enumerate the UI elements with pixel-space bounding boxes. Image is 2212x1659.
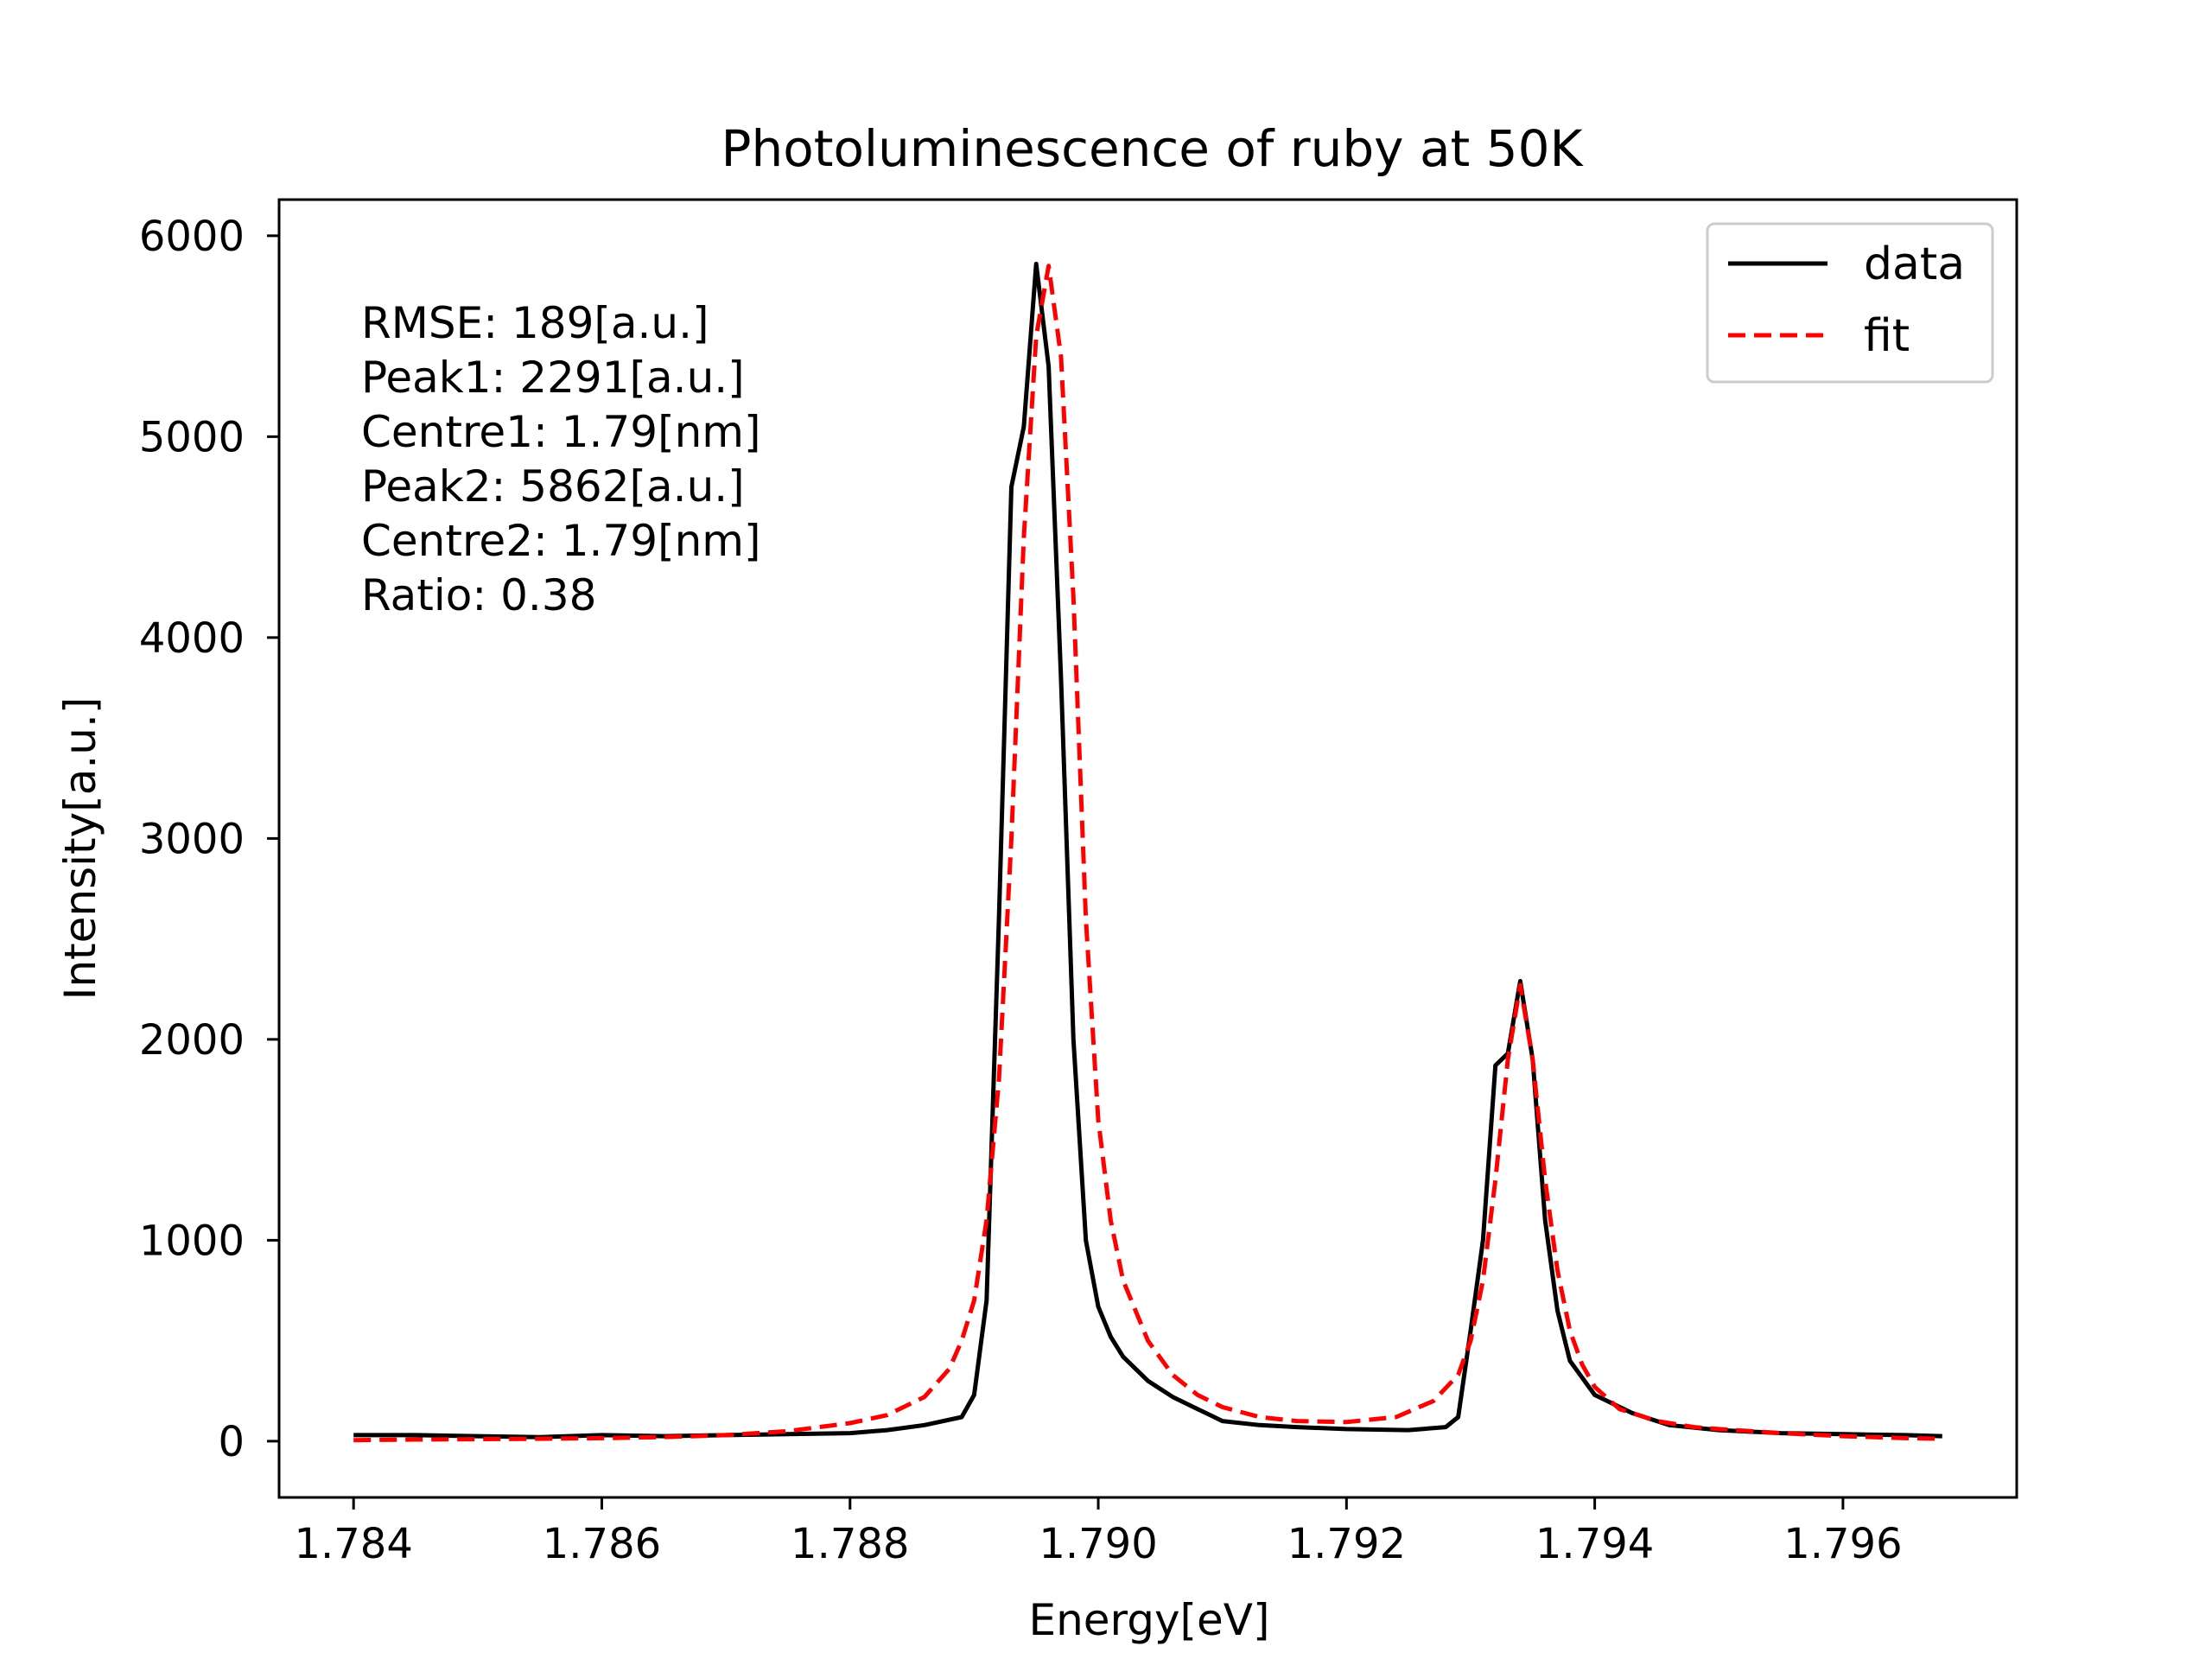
y-tick-label: 4000 [139,614,245,663]
y-tick-label: 6000 [139,213,245,261]
x-tick-label: 1.790 [1039,1520,1157,1568]
x-tick-label: 1.792 [1287,1520,1406,1568]
annotation-centre2: Centre2: 1.79[nm] [361,516,760,566]
series-line-data [353,261,1942,1440]
x-tick-label: 1.794 [1535,1520,1654,1568]
x-tick-label: 1.786 [543,1520,661,1568]
y-tick-label: 5000 [139,413,245,461]
x-axis-label: Energy[eV] [1028,1595,1269,1645]
annotation-peak1: Peak1: 2291[a.u.] [361,353,745,403]
legend-label-fit: fit [1864,310,1910,362]
x-tick-label: 1.784 [294,1520,412,1568]
y-tick-label: 1000 [139,1217,245,1265]
series-line-fit [353,264,1942,1443]
annotation-rmse: RMSE: 189[a.u.] [361,298,709,348]
y-tick-label: 3000 [139,815,245,863]
plot-frame [277,198,2018,1499]
x-tick-label: 1.796 [1783,1520,1902,1568]
annotation-ratio: Ratio: 0.38 [361,570,596,620]
x-axis: 1.784 1.786 1.788 1.790 1.792 1.794 1.796 [294,1497,1903,1568]
x-tick-label: 1.788 [791,1520,909,1568]
annotation-centre1: Centre1: 1.79[nm] [361,407,760,457]
chart-title: Photoluminescence of ruby at 50K [721,119,1584,178]
y-tick-label: 2000 [139,1016,245,1065]
y-axis: 0 1000 2000 3000 4000 5000 6000 [139,213,279,1466]
stats-annotation: RMSE: 189[a.u.] Peak1: 2291[a.u.] Centre… [361,298,760,620]
y-axis-label: Intensity[a.u.] [55,697,105,1001]
legend-label-data: data [1864,238,1965,290]
legend: data fit [1706,222,1994,384]
annotation-peak2: Peak2: 5862[a.u.] [361,461,745,512]
y-tick-label: 0 [218,1418,245,1466]
series-layer [353,261,1942,1443]
